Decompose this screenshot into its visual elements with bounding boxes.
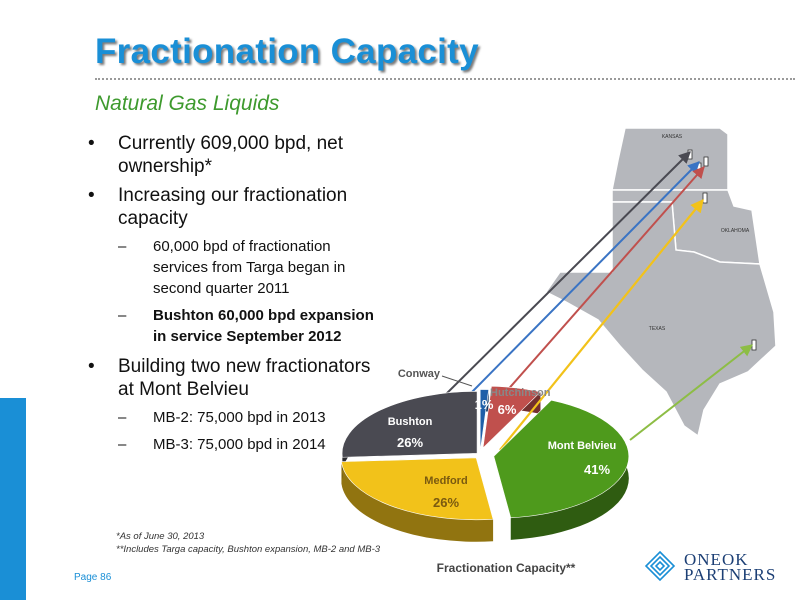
pie-slice-bushton — [341, 391, 478, 458]
arrow-medford — [499, 198, 704, 451]
slice-value-hutchinson: 6% — [498, 402, 517, 417]
sub-bullet-item: – MB-2: 75,000 bpd in 2013 — [118, 409, 326, 426]
pie-slice-mont-belvieu — [493, 399, 630, 519]
slide-subtitle: Natural Gas Liquids — [95, 92, 280, 115]
bullet-list: Currently 609,000 bpd, net ownership* In… — [86, 132, 386, 461]
page-number: Page 86 — [74, 572, 112, 583]
sub-bullet-text: MB-2: 75,000 bpd in 2013 — [153, 409, 326, 426]
map-label-oklahoma: OKLAHOMA — [721, 228, 750, 234]
bullet-text: Building two new fractionators at Mont B… — [118, 356, 371, 400]
slice-label-mont-belvieu: Mont Belvieu — [548, 440, 616, 452]
left-accent-bar — [0, 398, 26, 600]
bullet-item: Increasing our fractionation capacity — [86, 184, 386, 230]
pie-slice-hutchinson — [482, 385, 542, 449]
title-divider — [95, 78, 795, 80]
facility-marker — [702, 192, 708, 204]
logo-wordmark: ONEOK PARTNERS — [684, 550, 777, 584]
pie-slice-medford — [341, 457, 494, 521]
slide-title: Fractionation Capacity — [95, 32, 479, 71]
sub-bullet-item: – Bushton 60,000 bpd expansion in service… — [118, 307, 374, 345]
oneok-logo — [644, 550, 676, 582]
facility-marker — [751, 339, 757, 351]
footnotes: *As of June 30, 2013 **Includes Targa ca… — [116, 530, 380, 556]
sub-bullet-item: – MB-3: 75,000 bpd in 2014 — [118, 436, 326, 453]
sub-bullet-item: –60,000 bpd of fractionation services fr… — [118, 238, 346, 297]
map-label-kansas: KANSAS — [662, 134, 683, 140]
pie-slice-conway — [479, 389, 490, 452]
arrow-bushton — [431, 151, 691, 409]
slice-label-medford: Medford — [424, 475, 467, 487]
arrow-conway — [471, 161, 700, 393]
bullet-item: Currently 609,000 bpd, net ownership* — [86, 132, 386, 178]
logo-line-2: PARTNERS — [684, 565, 777, 584]
bullet-text: Currently 609,000 bpd, net ownership* — [118, 133, 343, 177]
chart-title: Fractionation Capacity** — [437, 561, 576, 575]
bullet-text: Increasing our fractionation capacity — [118, 185, 348, 229]
logo-mark-icon — [644, 550, 676, 582]
sub-bullet-text: MB-3: 75,000 bpd in 2014 — [153, 436, 326, 453]
slice-label-conway: Conway — [398, 368, 441, 380]
map-texas — [544, 201, 777, 438]
logo-line-1: ONEOK — [684, 550, 749, 569]
slice-value-medford: 26% — [433, 495, 459, 510]
sub-bullet-text: 60,000 bpd of fractionation services fro… — [153, 238, 346, 297]
footnote: **Includes Targa capacity, Bushton expan… — [116, 544, 381, 555]
footnote: *As of June 30, 2013 — [116, 531, 205, 542]
slice-labels: Mont Belvieu 41% Medford 26% Bushton 26%… — [388, 368, 617, 575]
map-label-texas: TEXAS — [649, 326, 666, 332]
bullet-item: Building two new fractionators at Mont B… — [86, 355, 386, 401]
conway-leader-line — [441, 375, 473, 387]
slice-value-conway: 1% — [475, 397, 494, 412]
slice-label-bushton: Bushton — [388, 416, 433, 428]
sub-bullet-text: Bushton 60,000 bpd expansion in service … — [153, 307, 374, 345]
connector-arrows — [431, 151, 753, 451]
arrow-mont-belvieu — [629, 344, 753, 441]
arrow-hutchinson — [489, 166, 705, 411]
slice-value-mont-belvieu: 41% — [584, 462, 610, 477]
slice-value-bushton: 26% — [397, 435, 423, 450]
pie-chart — [341, 385, 630, 521]
facility-marker — [703, 156, 709, 167]
slice-label-hutchinson: Hutchinson — [490, 387, 551, 399]
